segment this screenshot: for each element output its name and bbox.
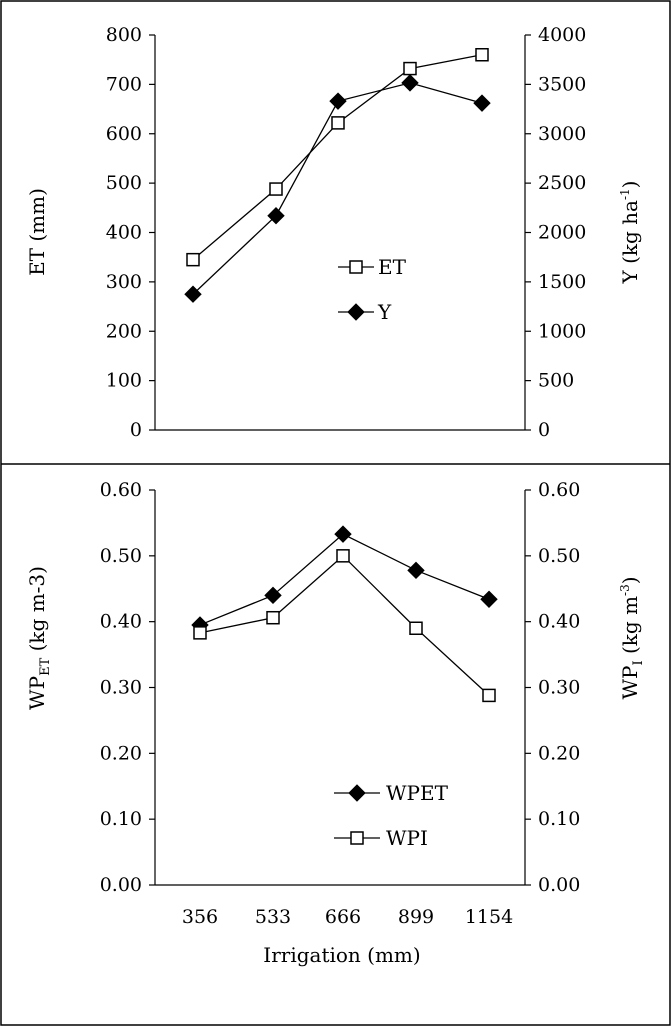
bottom-x-tick-label: 533 <box>255 906 291 928</box>
top-y-tick-label-left: 200 <box>106 320 142 342</box>
top-point-y <box>401 74 419 92</box>
bottom-chart: 0.00 0.00 0.10 0.10 0.20 0.20 0.30 0.30 0.40 0.40… <box>100 479 581 928</box>
top-y-tick-label-left: 600 <box>106 123 142 145</box>
bottom-y-tick-label-left: 0.40 <box>100 611 142 633</box>
top-point-et <box>186 252 200 267</box>
top-y-tick-label-right: 2500 <box>538 172 586 194</box>
bottom-x-tick-label: 899 <box>398 906 434 928</box>
bottom-y-axis-right-title: WPI (kg m-3) <box>618 576 646 699</box>
top-y-tick-label-left: 400 <box>106 222 142 244</box>
top-y-axis-left-title: ET (mm) <box>25 188 49 276</box>
top-y-tick-label-left: 700 <box>106 73 142 95</box>
bottom-point-wpi <box>336 549 350 563</box>
bottom-point-wpi <box>266 610 280 625</box>
bottom-legend-marker <box>350 831 364 845</box>
top-y-tick-label-left: 300 <box>106 271 142 293</box>
top-y-axis-right-title: Y (kg ha-1) <box>618 181 642 285</box>
bottom-y-tick-label-left: 0.50 <box>100 545 142 567</box>
bottom-point-wpet <box>334 525 352 543</box>
bottom-y-tick-label-left: 0.10 <box>100 808 142 830</box>
top-chart: 0 0 100 500 200 1000 300 1500 400 2000 500 2500 600 3… <box>106 24 587 441</box>
bottom-y-tick-label-right: 0.40 <box>538 611 580 633</box>
top-point-et <box>403 61 417 76</box>
bottom-y-tick-label-right: 0.20 <box>538 742 580 764</box>
bottom-legend-label: WPET <box>386 781 449 805</box>
bottom-y-tick-label-right: 0.10 <box>538 808 580 830</box>
top-y-tick-label-right: 500 <box>538 370 574 392</box>
top-point-et <box>475 48 489 62</box>
top-legend-label: Y <box>377 300 392 324</box>
bottom-y-tick-label-right: 0.30 <box>538 677 580 699</box>
top-point-y <box>184 285 202 303</box>
bottom-x-axis-title: Irrigation (mm) <box>263 943 420 967</box>
bottom-point-wpi <box>193 626 207 640</box>
bottom-x-tick-label: 356 <box>182 906 218 928</box>
top-y-tick-label-left: 100 <box>106 370 142 392</box>
top-y-tick-label-left: 500 <box>106 172 142 194</box>
bottom-point-wpet <box>264 586 282 605</box>
top-legend-marker <box>347 303 365 321</box>
bottom-y-tick-label-right: 0.00 <box>538 874 580 896</box>
top-y-tick-label-left: 0 <box>130 419 142 441</box>
top-point-et <box>269 182 283 196</box>
bottom-y-tick-label-left: 0.60 <box>100 479 142 501</box>
bottom-point-wpet <box>407 561 425 580</box>
bottom-y-axis-left-title: WPET (kg m-3) <box>25 566 53 710</box>
bottom-x-tick-label: 666 <box>325 906 361 928</box>
top-y-tick-label-left: 800 <box>106 24 142 46</box>
top-point-et <box>331 116 345 130</box>
top-y-tick-label-right: 4000 <box>538 24 586 46</box>
top-y-tick-label-right: 1500 <box>538 271 586 293</box>
top-y-tick-label-right: 1000 <box>538 320 586 342</box>
bottom-x-tick-label: 1154 <box>465 906 513 928</box>
top-legend-marker <box>349 260 363 274</box>
top-point-y <box>473 94 491 112</box>
top-y-tick-label-right: 3500 <box>538 73 586 95</box>
bottom-point-wpet <box>480 590 498 608</box>
top-point-y <box>267 207 285 225</box>
bottom-legend-marker <box>348 784 366 802</box>
top-y-tick-label-right: 3000 <box>538 123 586 145</box>
bottom-y-tick-label-left: 0.30 <box>100 677 142 699</box>
bottom-y-tick-label-right: 0.60 <box>538 479 580 501</box>
bottom-y-tick-label-right: 0.50 <box>538 545 580 567</box>
bottom-y-tick-label-left: 0.00 <box>100 874 142 896</box>
bottom-point-wpi <box>409 621 423 635</box>
top-y-tick-label-right: 0 <box>538 419 550 441</box>
top-point-y <box>329 92 347 110</box>
bottom-legend-label: WPI <box>386 826 428 850</box>
bottom-y-tick-label-left: 0.20 <box>100 742 142 764</box>
top-legend-label: ET <box>378 255 407 279</box>
bottom-point-wpi <box>482 688 496 703</box>
top-y-tick-label-right: 2000 <box>538 222 586 244</box>
